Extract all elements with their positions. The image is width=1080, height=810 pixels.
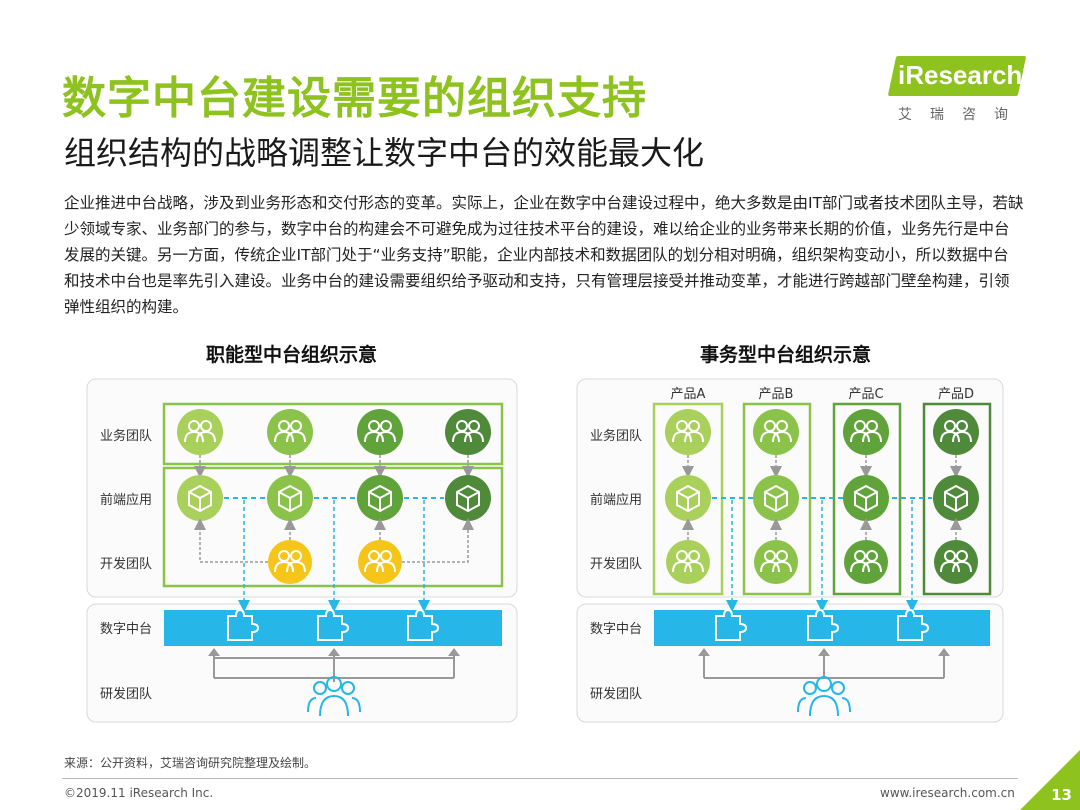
left-row-label-dev: 开发团队 [100, 556, 152, 572]
right-app-cube-icon-2 [753, 475, 799, 521]
right-diagram: 产品A 产品B 产品C 产品D 业务团队 前端应用 开发团队 数字中台 研发团队 [576, 378, 1004, 723]
left-business-user-icon-4 [445, 409, 491, 455]
right-row-label-business: 业务团队 [590, 428, 642, 444]
right-dev-user-icon-3 [844, 540, 888, 584]
left-rd-team-icon [307, 676, 361, 717]
right-dev-user-icon-2 [754, 540, 798, 584]
left-row-label-frontend: 前端应用 [100, 492, 152, 508]
left-business-user-icon-1 [177, 409, 223, 455]
left-app-cube-icon-3 [357, 475, 403, 521]
product-label-a: 产品A [671, 387, 706, 402]
right-business-user-icon-3 [843, 409, 889, 455]
right-row-label-platform: 数字中台 [590, 622, 642, 637]
right-row-label-rd: 研发团队 [590, 686, 642, 702]
right-app-cube-icon-3 [843, 475, 889, 521]
website-text: www.iresearch.com.cn [880, 786, 1015, 800]
left-dev-user-icon-2 [358, 540, 402, 584]
left-app-cube-icon-4 [445, 475, 491, 521]
logo-brand-text: iResearch [898, 60, 1023, 90]
left-row-label-platform: 数字中台 [100, 622, 152, 637]
right-dev-user-icon-1 [666, 540, 710, 584]
right-business-user-icon-1 [665, 409, 711, 455]
left-app-cube-icon-2 [267, 475, 313, 521]
body-paragraph: 企业推进中台战略，涉及到业务形态和交付形态的变革。实际上，企业在数字中台建设过程… [64, 194, 1024, 316]
right-rd-team-icon [797, 676, 851, 717]
left-business-user-icon-3 [357, 409, 403, 455]
source-note: 来源：公开资料，艾瑞咨询研究院整理及绘制。 [64, 756, 317, 770]
left-diagram: 业务团队 前端应用 开发团队 数字中台 研发团队 [86, 378, 518, 723]
logo-chinese-text: 艾瑞咨询 [898, 107, 1026, 123]
right-dev-user-icon-4 [934, 540, 978, 584]
left-app-frame [162, 466, 504, 588]
copyright-text: ©2019.11 iResearch Inc. [64, 786, 214, 800]
left-diagram-title: 职能型中台组织示意 [206, 344, 378, 366]
right-diagram-title: 事务型中台组织示意 [700, 344, 872, 366]
page-number: 13 [1051, 786, 1072, 804]
footer-divider [62, 778, 1018, 779]
left-app-cube-icon-1 [177, 475, 223, 521]
product-label-b: 产品B [759, 387, 794, 402]
product-label-d: 产品D [938, 387, 974, 402]
right-row-label-dev: 开发团队 [590, 556, 642, 572]
left-business-frame [162, 402, 504, 466]
page-subtitle: 组织结构的战略调整让数字中台的效能最大化 [64, 134, 705, 172]
product-label-c: 产品C [848, 387, 883, 402]
left-dev-user-icon-1 [268, 540, 312, 584]
left-row-label-rd: 研发团队 [100, 686, 152, 702]
left-row-label-business: 业务团队 [100, 428, 152, 444]
right-row-label-frontend: 前端应用 [590, 492, 642, 508]
right-business-user-icon-2 [753, 409, 799, 455]
right-app-cube-icon-1 [665, 475, 711, 521]
page-corner-triangle [1020, 750, 1080, 810]
right-business-user-icon-4 [933, 409, 979, 455]
right-app-cube-icon-4 [933, 475, 979, 521]
page-title: 数字中台建设需要的组织支持 [62, 73, 647, 124]
iresearch-logo: iResearch 艾瑞咨询 [887, 56, 1038, 126]
left-business-user-icon-2 [267, 409, 313, 455]
